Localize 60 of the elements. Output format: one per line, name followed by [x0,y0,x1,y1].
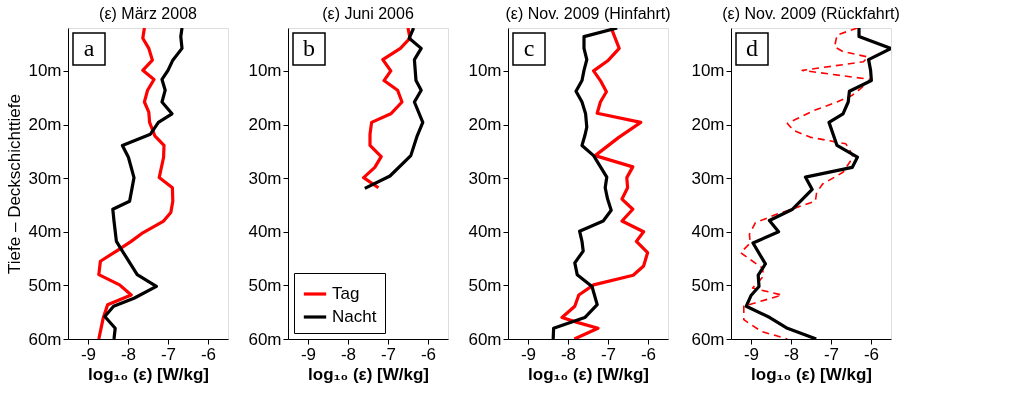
y-tick-label: 50m [691,275,725,295]
x-axis-title: log₁₀ (ε) [W/kg] [88,364,209,384]
y-tick-label: 10m [691,61,725,81]
chart-title: (ε) März 2008 [99,5,198,22]
annotation: c [523,35,535,61]
legend-label: Tag [332,284,360,303]
x-axis-title: log₁₀ (ε) [W/kg] [751,364,872,384]
y-tick-label: 20m [248,115,282,135]
y-tick-label: 20m [28,115,62,135]
y-tick-label: 50m [28,275,62,295]
chart-title: (ε) Juni 2006 [322,5,414,22]
x-tick-label: -7 [380,344,397,364]
x-tick-label: -6 [640,344,657,364]
y-tick-label: 60m [248,329,282,349]
y-tick-label: 10m [468,61,502,81]
x-tick-label: -6 [863,344,880,364]
y-axis-title: Tiefe – Deckschichttiefe [5,94,25,274]
y-tick-label: 10m [248,61,282,81]
y-tick-label: 30m [691,168,725,188]
annotation: b [303,35,315,61]
x-axis-title: log₁₀ (ε) [W/kg] [528,364,649,384]
y-tick-label: 60m [468,329,502,349]
y-tick-label: 60m [28,329,62,349]
y-tick-label: 10m [28,61,62,81]
y-tick-label: 30m [28,168,62,188]
x-tick-label: -9 [520,344,537,364]
y-tick-label: 40m [248,222,282,242]
x-tick-label: -8 [560,344,577,364]
line-series [560,28,650,339]
chart-title: (ε) Nov. 2009 (Rückfahrt) [722,5,900,22]
x-tick-label: -9 [743,344,760,364]
y-tick-label: 60m [691,329,725,349]
line-series [362,28,412,190]
y-tick-label: 50m [248,275,282,295]
y-tick-label: 30m [468,168,502,188]
y-tick-label: 20m [468,115,502,135]
y-tick-label: 40m [468,222,502,242]
annotation: d [746,35,758,61]
x-tick-label: -9 [80,344,97,364]
x-tick-label: -7 [823,344,840,364]
y-tick-label: 30m [248,168,282,188]
line-series [363,28,425,190]
line-series [739,28,872,339]
y-tick-label: 40m [691,222,725,242]
x-tick-label: -9 [300,344,317,364]
x-axis-title: log₁₀ (ε) [W/kg] [308,364,429,384]
x-tick-label: -6 [420,344,437,364]
x-tick-label: -8 [783,344,800,364]
y-tick-label: 20m [691,115,725,135]
annotation: a [83,35,95,61]
x-tick-label: -7 [160,344,177,364]
y-tick-label: 40m [28,222,62,242]
legend-label: Nacht [332,307,377,326]
chart-title: (ε) Nov. 2009 (Hinfahrt) [505,5,671,22]
x-tick-label: -7 [600,344,617,364]
line-series [97,28,175,339]
x-tick-label: -6 [200,344,217,364]
y-tick-label: 50m [468,275,502,295]
x-tick-label: -8 [340,344,357,364]
x-tick-label: -8 [120,344,137,364]
